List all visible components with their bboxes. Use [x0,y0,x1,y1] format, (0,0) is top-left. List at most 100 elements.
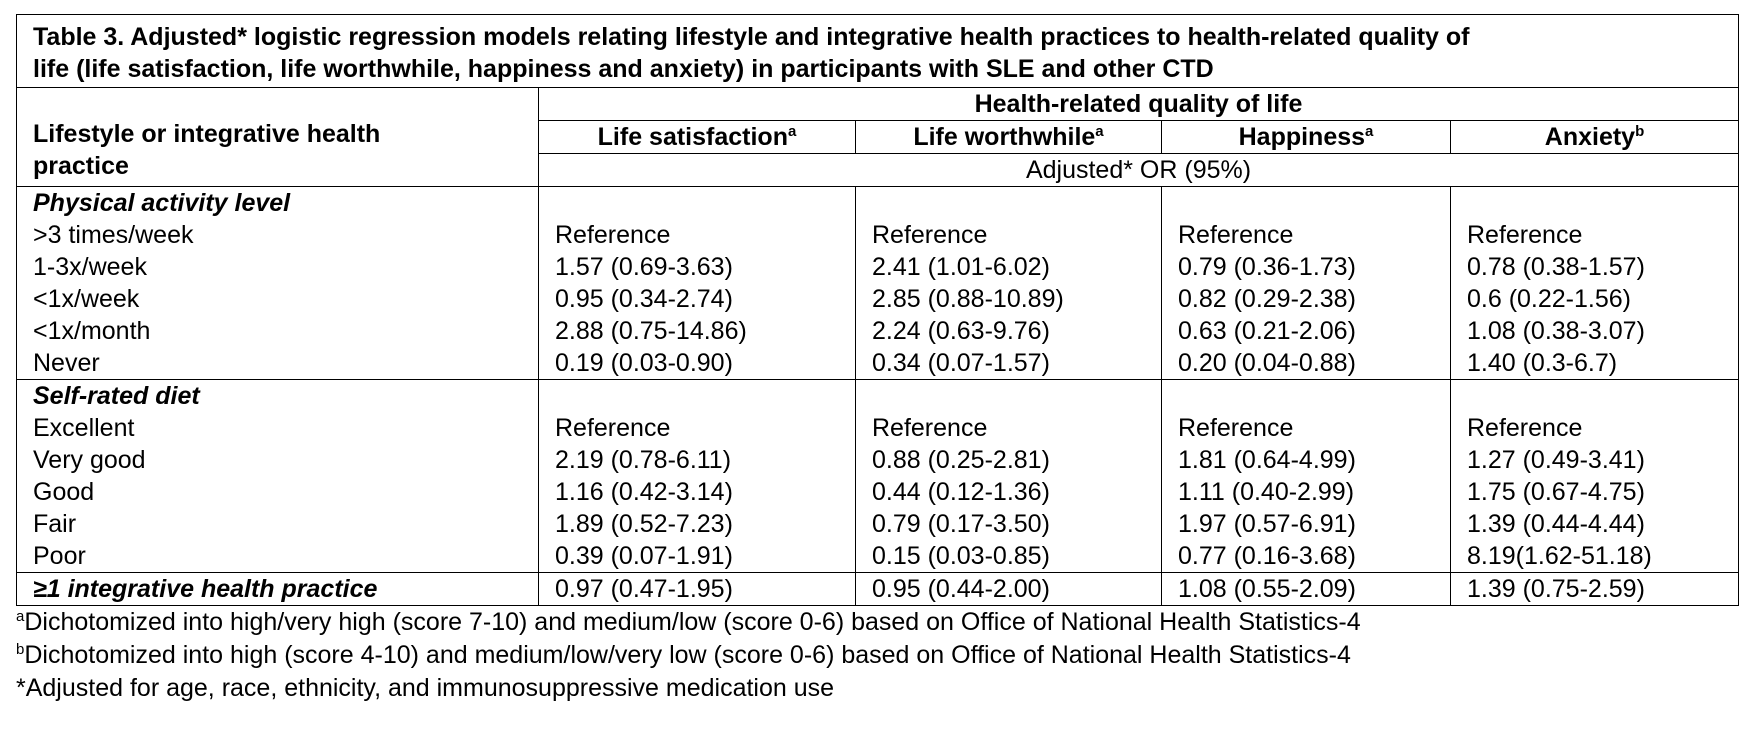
anxiety-values: Reference 1.27 (0.49-3.41) 1.75 (0.67-4.… [1449,379,1740,573]
value-cell: 1.16 (0.42-3.14) [555,478,733,506]
col-header-label: Happiness [1238,123,1366,151]
footnotes: aDichotomized into high/very high (score… [16,606,1738,705]
row-label: Poor [33,542,86,570]
value-cell: Reference [1178,414,1294,442]
value-cell: 0.79 (0.36-1.73) [1178,253,1356,281]
row-label: >3 times/week [33,221,194,249]
value-cell: 1.11 (0.40-2.99) [1178,478,1355,506]
row-label-header: Lifestyle or integrative health practice [16,87,539,187]
title-line-2: life (life satisfaction, life worthwhile… [33,55,1214,83]
row-label: Never [33,349,100,377]
value-cell: Reference [555,414,671,442]
col-header-happiness: Happinessa [1161,120,1451,154]
row-label: Very good [33,446,146,474]
value-cell: 0.79 (0.17-3.50) [872,510,1050,538]
value-cell: 1.75 (0.67-4.75) [1467,478,1645,506]
section-labels: Self-rated diet Excellent Very good Good… [16,379,539,573]
table-title: Table 3. Adjusted* logistic regression m… [15,14,1740,88]
life-satisfaction-values: Reference 2.19 (0.78-6.11) 1.16 (0.42-3.… [538,379,856,573]
value-cell: 1.40 (0.3-6.7) [1467,349,1618,377]
life-worthwhile-values: Reference 2.41 (1.01-6.02) 2.85 (0.88-10… [855,186,1162,380]
footnote-a: aDichotomized into high/very high (score… [16,606,1738,639]
footnote-text: Dichotomized into high/very high (score … [24,608,1361,636]
value-cell: 1.81 (0.64-4.99) [1178,446,1356,474]
value-cell: 0.34 (0.07-1.57) [872,349,1050,377]
value-cell: Reference [555,221,671,249]
value-cell: Reference [872,414,988,442]
col-header-sup: a [787,123,797,140]
value-cell: 2.41 (1.01-6.02) [872,253,1050,281]
header-row-1: Lifestyle or integrative health practice… [16,87,1740,187]
col-header-label: Life worthwhile [913,123,1096,151]
value-cell: 8.19(1.62-51.18) [1467,542,1652,570]
col-header-sup: a [1095,123,1104,140]
life-satisfaction-values: Reference 1.57 (0.69-3.63) 0.95 (0.34-2.… [538,186,856,380]
col-header-anxiety: Anxietyb [1449,120,1740,154]
value-cell: 1.08 (0.55-2.09) [1161,572,1451,606]
section-physical-activity: Physical activity level >3 times/week 1-… [16,186,1740,380]
value-cell: Reference [872,221,988,249]
footnote-marker: a [16,608,25,625]
value-cell: Reference [1178,221,1294,249]
value-cell: 0.82 (0.29-2.38) [1178,285,1356,313]
section-labels: Physical activity level >3 times/week 1-… [16,186,539,380]
row-label: <1x/week [33,285,140,313]
value-cell: Reference [1467,221,1583,249]
value-cell: 0.20 (0.04-0.88) [1178,349,1356,377]
section-self-rated-diet: Self-rated diet Excellent Very good Good… [16,379,1740,573]
value-cell: 1.89 (0.52-7.23) [555,510,733,538]
integrative-row: ≥1 integrative health practice 0.97 (0.4… [16,572,1740,606]
footnote-b: bDichotomized into high (score 4-10) and… [16,639,1738,672]
col-header-sup: b [1635,123,1645,140]
row-label: Fair [33,510,77,538]
value-cell: 1.97 (0.57-6.91) [1178,510,1356,538]
footnote-text: Dichotomized into high (score 4-10) and … [24,641,1351,669]
title-line-1: Table 3. Adjusted* logistic regression m… [33,23,1470,51]
life-worthwhile-values: Reference 0.88 (0.25-2.81) 0.44 (0.12-1.… [855,379,1162,573]
row-label: Excellent [33,414,135,442]
value-cell: 1.08 (0.38-3.07) [1467,317,1645,345]
value-cell: 0.77 (0.16-3.68) [1178,542,1356,570]
value-cell: 2.88 (0.75-14.86) [555,317,747,345]
value-cell: 1.57 (0.69-3.63) [555,253,733,281]
col-header-label: Life satisfaction [597,123,788,151]
col-header-label: Anxiety [1544,123,1636,151]
value-cell: Reference [1467,414,1583,442]
header-row-2: Life satisfactiona Life worthwhilea Happ… [17,120,1740,154]
row-label: Good [33,478,95,506]
row-label: <1x/month [33,317,151,345]
value-cell: 0.97 (0.47-1.95) [538,572,856,606]
value-cell: 0.63 (0.21-2.06) [1178,317,1356,345]
row-label-line-2: practice [33,152,129,180]
value-cell: 0.88 (0.25-2.81) [872,446,1050,474]
value-cell: 0.6 (0.22-1.56) [1467,285,1631,313]
value-cell: 0.95 (0.34-2.74) [555,285,733,313]
happiness-values: Reference 1.81 (0.64-4.99) 1.11 (0.40-2.… [1161,379,1451,573]
row-label-line-1: Lifestyle or integrative health [33,120,381,148]
happiness-values: Reference 0.79 (0.36-1.73) 0.82 (0.29-2.… [1161,186,1451,380]
col-header-sup: a [1365,123,1374,140]
value-cell: 0.39 (0.07-1.91) [555,542,733,570]
footnote-adjusted: *Adjusted for age, race, ethnicity, and … [16,672,1738,705]
section-heading: Self-rated diet [33,382,200,410]
value-cell: 0.19 (0.03-0.90) [555,349,733,377]
group-header: Health-related quality of life [537,87,1740,121]
col-header-life-satisfaction: Life satisfactiona [538,120,856,154]
value-cell: 0.78 (0.38-1.57) [1467,253,1645,281]
footnote-text: *Adjusted for age, race, ethnicity, and … [16,674,835,702]
value-cell: 2.85 (0.88-10.89) [872,285,1064,313]
integrative-label: ≥1 integrative health practice [16,572,539,606]
section-heading: Physical activity level [33,189,291,217]
anxiety-values: Reference 0.78 (0.38-1.57) 0.6 (0.22-1.5… [1449,186,1740,380]
value-cell: 2.24 (0.63-9.76) [872,317,1050,345]
value-cell: 0.44 (0.12-1.36) [872,478,1050,506]
header-row-3: Adjusted* OR (95%) [17,153,1740,187]
row-label: 1-3x/week [33,253,147,281]
footnote-marker: b [16,641,25,658]
value-cell: 1.27 (0.49-3.41) [1467,446,1645,474]
value-cell: 0.15 (0.03-0.85) [872,542,1050,570]
value-cell: 1.39 (0.75-2.59) [1449,572,1740,606]
table-container: Table 3. Adjusted* logistic regression m… [15,14,1740,705]
results-table: Table 3. Adjusted* logistic regression m… [15,14,1740,606]
value-cell: 2.19 (0.78-6.11) [555,446,732,474]
